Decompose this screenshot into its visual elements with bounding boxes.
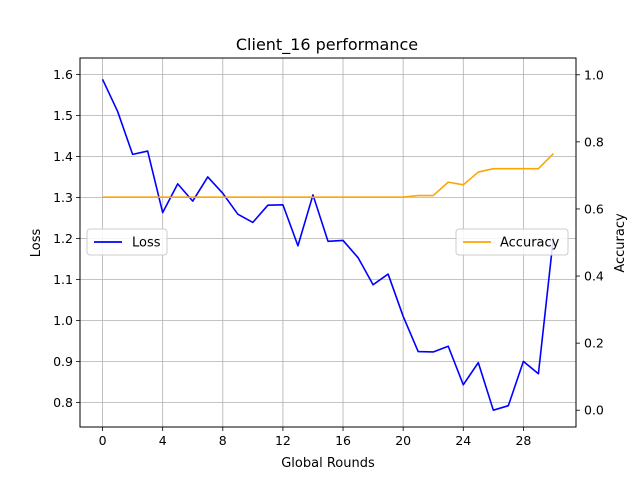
x-axis-label: Global Rounds — [281, 456, 375, 471]
right-y-axis-label: Accuracy — [613, 213, 628, 273]
y-left-tick-label: 1.3 — [53, 190, 73, 205]
y-left-tick-label: 0.9 — [53, 354, 73, 369]
legend-accuracy-label: Accuracy — [500, 236, 560, 251]
right-y-axis-ticks: 0.0 0.2 0.4 0.6 0.8 1.0 — [576, 67, 604, 417]
y-right-tick-label: 1.0 — [584, 67, 604, 82]
x-tick-label: 4 — [159, 433, 167, 448]
y-right-tick-label: 0.2 — [584, 336, 604, 351]
y-right-tick-label: 0.0 — [584, 403, 604, 418]
left-y-axis-label: Loss — [29, 229, 44, 258]
y-left-tick-label: 1.5 — [53, 108, 73, 123]
x-tick-label: 12 — [275, 433, 291, 448]
series-line-accuracy — [103, 154, 554, 198]
x-tick-label: 8 — [219, 433, 227, 448]
y-right-tick-label: 0.6 — [584, 201, 604, 216]
chart-title: Client_16 performance — [236, 35, 418, 55]
x-axis-ticks: 0 4 8 12 16 20 24 28 — [99, 427, 532, 448]
y-left-tick-label: 1.1 — [53, 272, 73, 287]
legend-loss-label: Loss — [132, 236, 161, 251]
legend-loss: Loss — [87, 229, 167, 255]
x-tick-label: 20 — [395, 433, 411, 448]
y-left-tick-label: 1.4 — [53, 149, 73, 164]
y-left-tick-label: 1.2 — [53, 231, 73, 246]
x-tick-label: 24 — [455, 433, 471, 448]
y-left-tick-label: 0.8 — [53, 395, 73, 410]
y-right-tick-label: 0.4 — [584, 269, 604, 284]
y-left-tick-label: 1.0 — [53, 313, 73, 328]
y-left-tick-label: 1.6 — [53, 67, 73, 82]
x-tick-label: 28 — [515, 433, 531, 448]
x-tick-label: 16 — [335, 433, 351, 448]
left-y-axis-ticks: 0.8 0.9 1.0 1.1 1.2 1.3 1.4 1.5 1.6 — [53, 67, 80, 410]
y-right-tick-label: 0.8 — [584, 134, 604, 149]
legend-accuracy: Accuracy — [456, 229, 568, 255]
x-tick-label: 0 — [99, 433, 107, 448]
